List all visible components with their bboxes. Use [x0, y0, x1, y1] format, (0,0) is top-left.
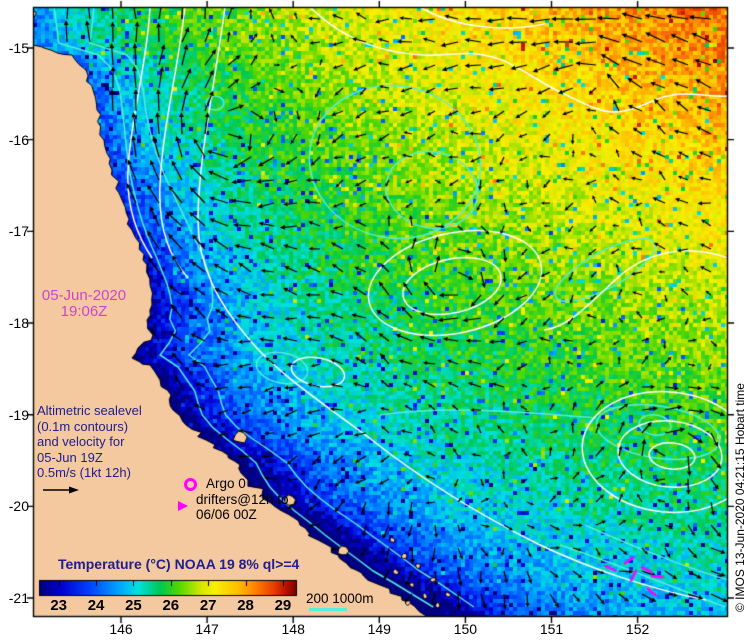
velocity-scale-arrow-icon: [43, 486, 79, 494]
bathymetry-legend-line: [309, 608, 347, 611]
altimetric-legend: Altimetric sealevel (0.1m contours) and …: [37, 403, 142, 494]
colorbar-tick-label: 28: [237, 597, 254, 614]
timestamp-time: 19:06Z: [60, 303, 108, 320]
lon-tick-label: 147: [195, 621, 219, 637]
timestamp-label: 05-Jun-2020 19:06Z: [33, 288, 135, 320]
colorbar-title: Temperature (°C) NOAA 19 8% ql>=4: [58, 556, 300, 572]
bathymetry-legend-label: 200 1000m: [306, 591, 374, 606]
argo-count-label: Argo 0: [206, 476, 246, 491]
attribution-text: © IMOS 13-Jun-2020 04:21:15 Hobart time: [733, 383, 747, 612]
altimetric-legend-line: 05-Jun 19Z: [37, 449, 103, 465]
lon-tick-label: 146: [109, 621, 133, 637]
lat-tick-label: -21: [8, 590, 29, 607]
altimetric-legend-line: and velocity for: [37, 434, 125, 449]
lon-tick-label: 152: [625, 621, 650, 637]
drifters-label-line2: 06/06 00Z: [196, 507, 257, 522]
lon-tick-label: 148: [281, 621, 305, 637]
timestamp-date: 05-Jun-2020: [41, 287, 127, 304]
lon-tick-label: 149: [367, 621, 391, 637]
altimetric-legend-line: 0.5m/s (1kt 12h): [37, 465, 131, 480]
colorbar-tick-label: 27: [199, 597, 217, 614]
lat-tick-label: -16: [8, 131, 29, 148]
colorbar-tick-label: 29: [274, 597, 292, 614]
lat-tick-label: -20: [8, 498, 29, 515]
colorbar-tick-label: 25: [125, 597, 142, 614]
lat-tick-label: -17: [8, 223, 29, 240]
lat-tick-label: -18: [8, 315, 29, 331]
colorbar-tick-label: 26: [162, 597, 180, 614]
colorbar-tick-label: 24: [87, 597, 105, 614]
drifters-label-line1: drifters@12h to: [196, 492, 289, 507]
lon-tick-label: 151: [539, 621, 564, 637]
altimetric-legend-line: (0.1m contours): [37, 418, 129, 434]
altimetric-legend-line: Altimetric sealevel: [37, 403, 142, 418]
colorbar-tick-label: 23: [50, 597, 68, 614]
argo-marker-icon: [184, 478, 197, 491]
lat-tick-label: -15: [8, 40, 29, 56]
lat-tick-label: -19: [8, 406, 29, 423]
lon-tick-label: 150: [453, 621, 478, 637]
drifter-legend-arrow-icon: [178, 501, 188, 511]
